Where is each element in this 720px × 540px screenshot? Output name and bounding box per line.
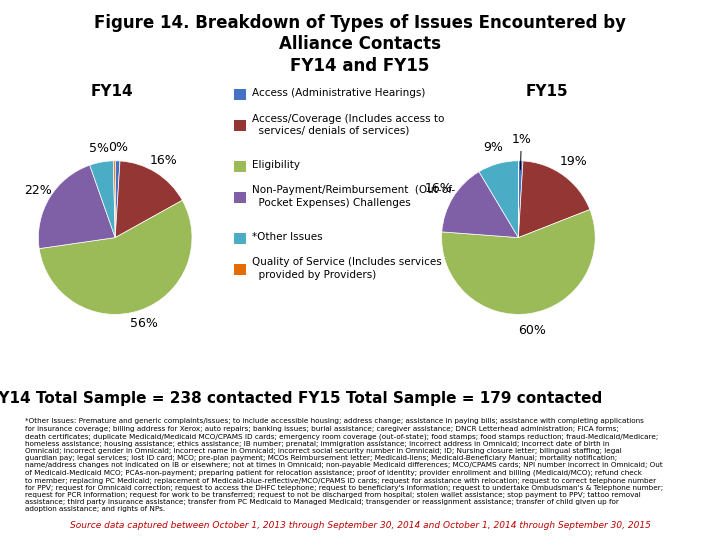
- Wedge shape: [90, 161, 115, 238]
- Text: 16%: 16%: [150, 154, 177, 167]
- Text: 22%: 22%: [24, 184, 52, 197]
- Text: 19%: 19%: [559, 156, 588, 168]
- Wedge shape: [479, 161, 518, 238]
- Text: Access (Administrative Hearings): Access (Administrative Hearings): [252, 89, 426, 98]
- Text: FY14 and FY15: FY14 and FY15: [290, 57, 430, 75]
- Text: Source data captured between October 1, 2013 through September 30, 2014 and Octo: Source data captured between October 1, …: [70, 521, 650, 530]
- Text: Alliance Contacts: Alliance Contacts: [279, 35, 441, 53]
- Text: 16%: 16%: [425, 182, 453, 195]
- Text: Non-Payment/Reimbursement  (Out-of-
  Pocket Expenses) Challenges: Non-Payment/Reimbursement (Out-of- Pocke…: [252, 185, 455, 208]
- Wedge shape: [39, 200, 192, 314]
- Text: FY14: FY14: [90, 84, 133, 99]
- Text: Quality of Service (Includes services
  provided by Providers): Quality of Service (Includes services pr…: [252, 257, 442, 280]
- Text: Figure 14. Breakdown of Types of Issues Encountered by: Figure 14. Breakdown of Types of Issues …: [94, 14, 626, 31]
- Wedge shape: [441, 210, 595, 314]
- Wedge shape: [518, 161, 590, 238]
- Wedge shape: [115, 161, 120, 238]
- Wedge shape: [442, 172, 518, 238]
- Text: Eligibility: Eligibility: [252, 160, 300, 170]
- Text: FY15: FY15: [526, 84, 569, 99]
- Text: 1%: 1%: [511, 133, 531, 170]
- Text: *Other Issues: *Other Issues: [252, 232, 323, 242]
- Wedge shape: [113, 161, 115, 238]
- Wedge shape: [115, 161, 182, 238]
- Text: 5%: 5%: [89, 142, 109, 155]
- Wedge shape: [38, 165, 115, 248]
- Text: 0%: 0%: [108, 140, 128, 153]
- Text: FY14 Total Sample = 238 contacted: FY14 Total Sample = 238 contacted: [0, 392, 292, 407]
- Text: 9%: 9%: [484, 141, 503, 154]
- Text: 56%: 56%: [130, 317, 158, 330]
- Text: 60%: 60%: [518, 324, 546, 337]
- Text: Access/Coverage (Includes access to
  services/ denials of services): Access/Coverage (Includes access to serv…: [252, 113, 444, 136]
- Text: *Other Issues: Premature and generic complaints/issues; to include accessible ho: *Other Issues: Premature and generic com…: [25, 418, 663, 512]
- Wedge shape: [518, 161, 523, 238]
- Text: FY15 Total Sample = 179 contacted: FY15 Total Sample = 179 contacted: [298, 392, 602, 407]
